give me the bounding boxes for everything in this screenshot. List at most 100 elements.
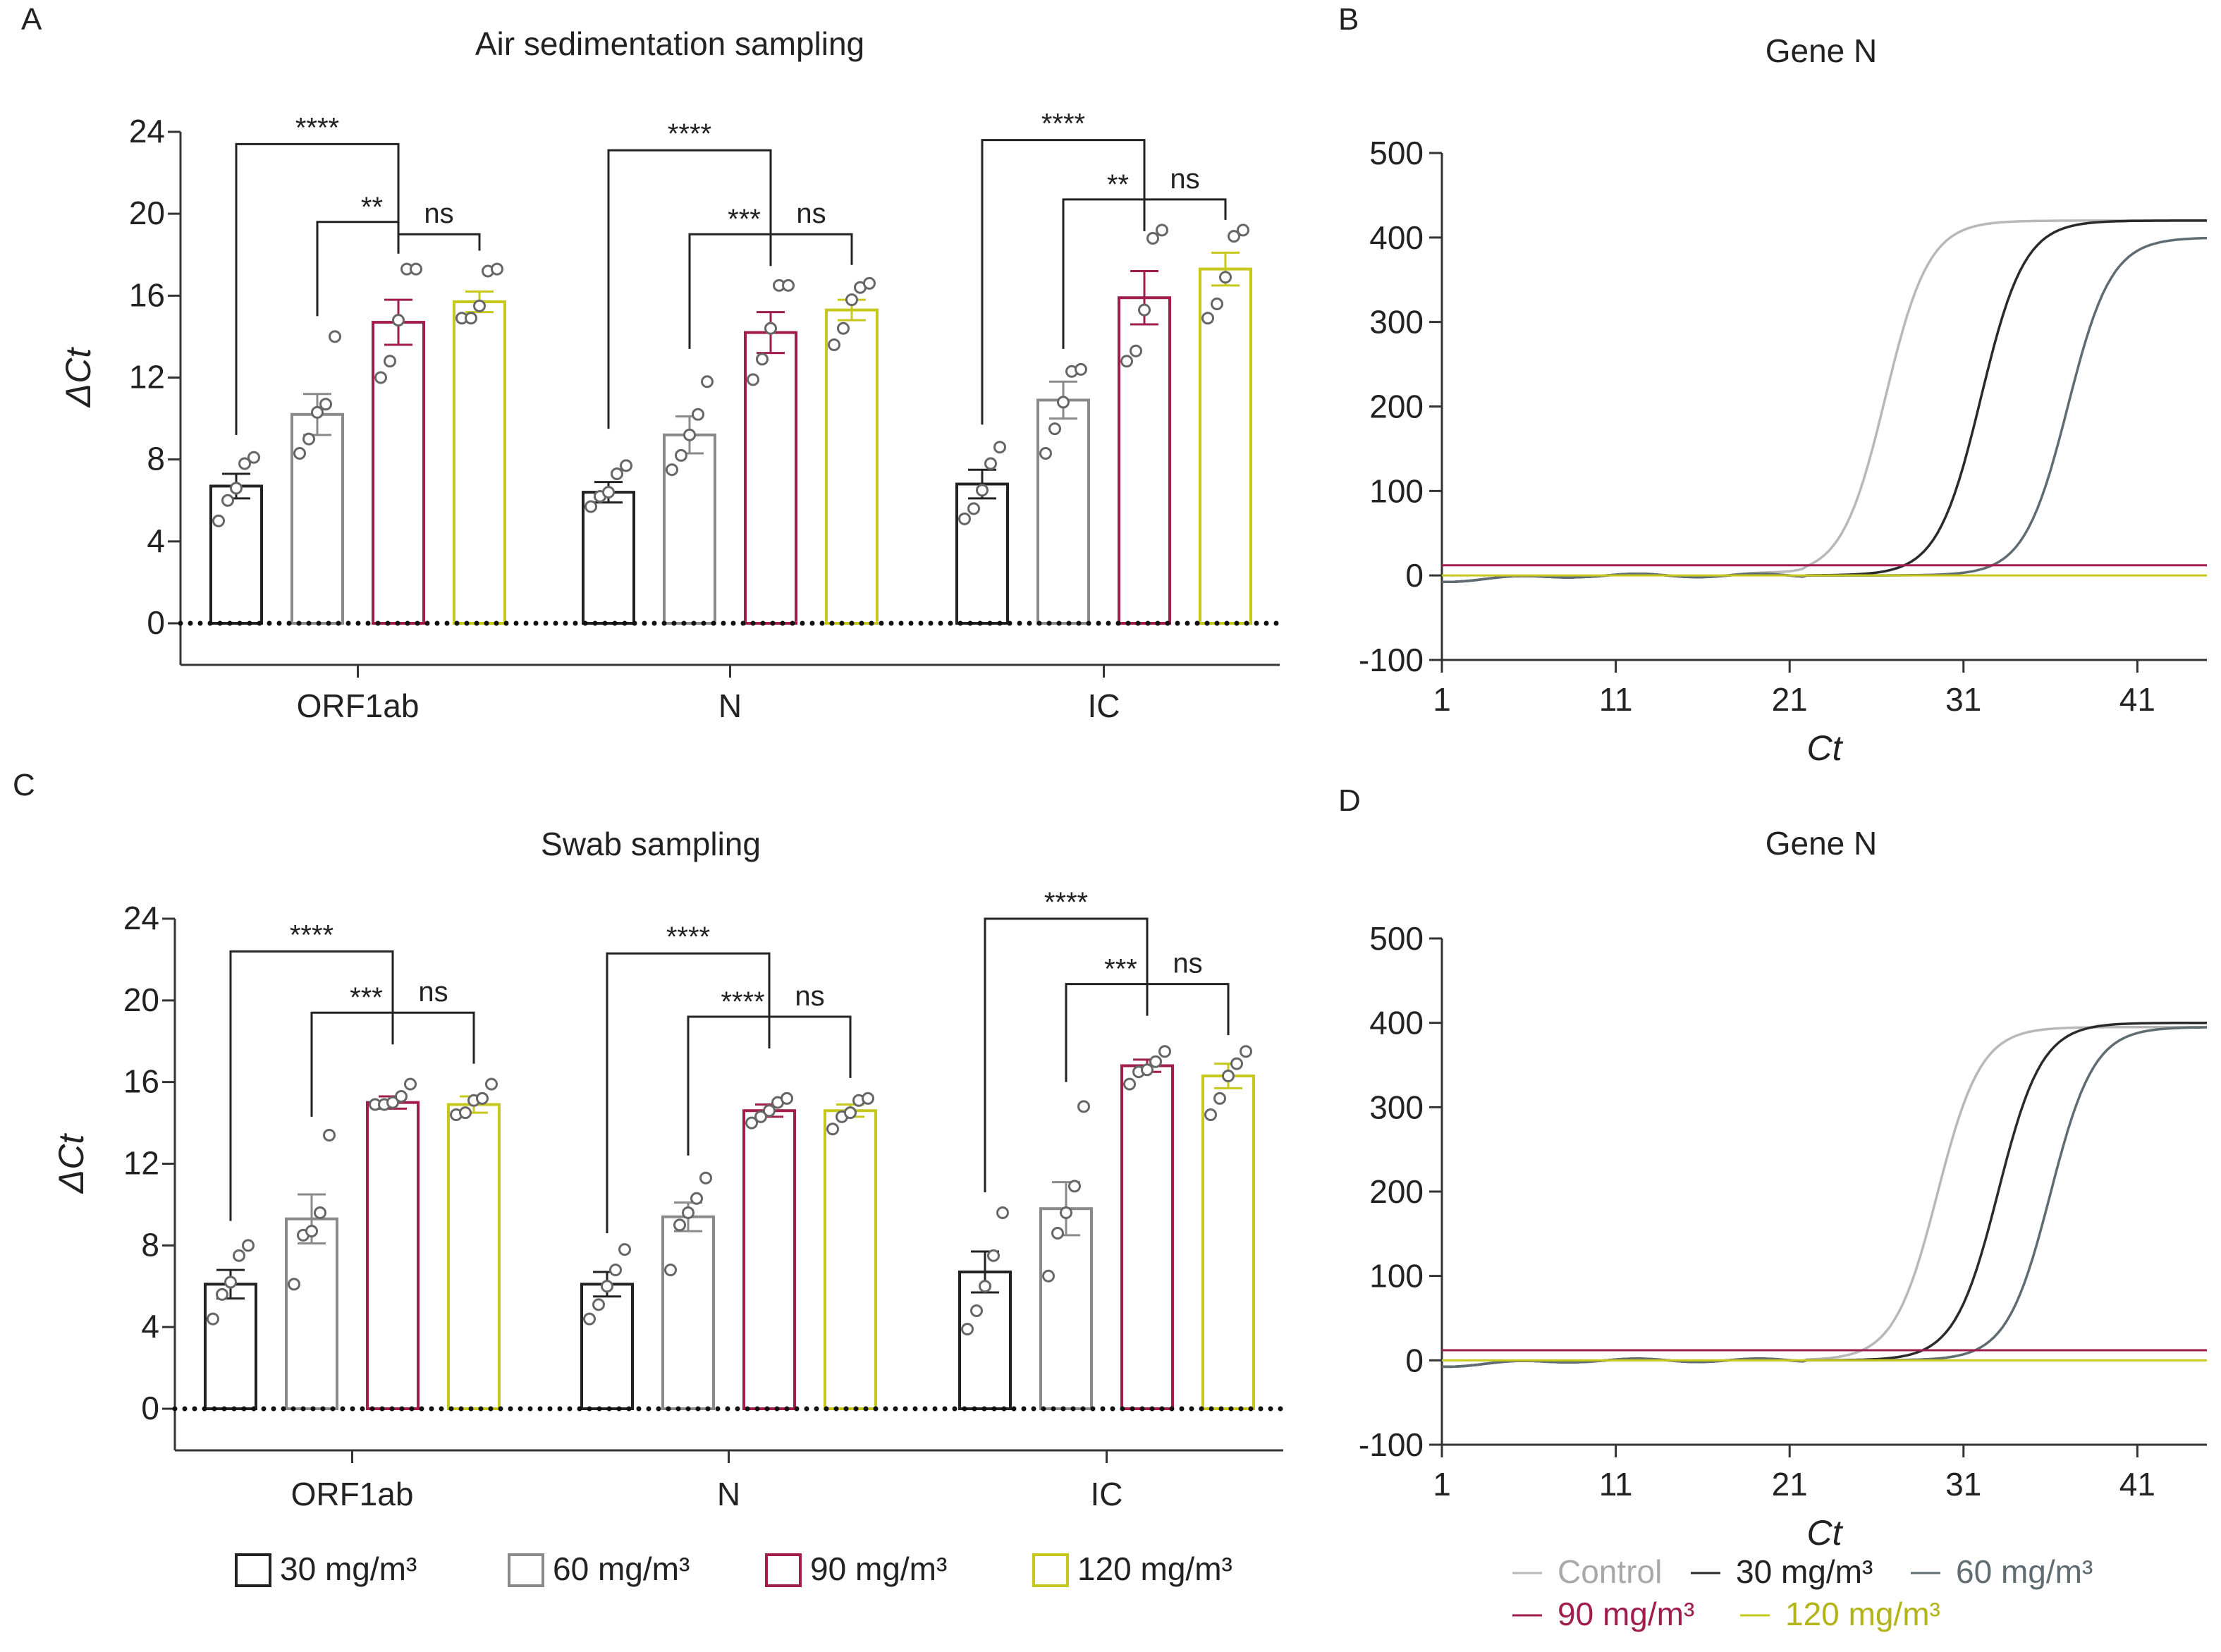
panel-letter: D — [1338, 783, 1361, 818]
data-point — [476, 1091, 489, 1105]
data-point — [987, 1249, 1000, 1262]
bar — [1039, 1207, 1093, 1411]
legend-swatch — [508, 1553, 544, 1587]
data-point — [664, 1264, 677, 1277]
bar — [290, 412, 344, 625]
bar — [447, 1103, 501, 1411]
data-point — [1228, 230, 1240, 243]
data-point — [1057, 396, 1070, 409]
data-point — [207, 1312, 219, 1326]
data-point — [592, 1298, 605, 1311]
sig-label: ns — [424, 198, 453, 229]
data-point — [1042, 1269, 1055, 1283]
legend-label: 30 mg/m³ — [1736, 1553, 1873, 1590]
sig-label: **** — [295, 112, 339, 143]
data-point — [410, 262, 422, 276]
data-point — [585, 500, 597, 513]
bar — [1120, 1064, 1174, 1410]
data-point — [620, 459, 632, 472]
amplification-curve — [1442, 1026, 2208, 1369]
x-tick-label: 11 — [1599, 681, 1633, 718]
sig-label: *** — [350, 982, 383, 1013]
sig-label: ns — [796, 198, 826, 229]
panel-letter: A — [21, 2, 42, 37]
panel-a: A Air sedimentation sampling 0 4 8 12 16 20 24 ΔC… — [21, 2, 1283, 724]
data-point — [1158, 1045, 1171, 1058]
data-point — [293, 446, 306, 460]
y-axis-label: ΔCt — [51, 1133, 91, 1194]
sig-label: **** — [666, 922, 710, 953]
sig-label: ns — [1173, 948, 1202, 979]
data-point — [485, 1077, 498, 1091]
data-point — [690, 1192, 703, 1205]
data-point — [958, 512, 971, 525]
sig-bracket — [769, 1015, 852, 1078]
data-point — [1156, 224, 1168, 237]
x-tick-label: 41 — [2119, 681, 2155, 718]
sig-bracket — [316, 221, 398, 317]
legend-label: 60 mg/m³ — [1956, 1553, 2093, 1590]
bar — [742, 1109, 796, 1411]
sig-label: *** — [1104, 954, 1137, 985]
y-tick-label: 20 — [123, 981, 159, 1018]
data-point — [221, 494, 234, 507]
data-point — [1048, 422, 1061, 436]
bar-legend: 30 mg/m³ 60 mg/m³ 90 mg/m³ 120 mg/m³ — [235, 1550, 1232, 1587]
y-tick-label: 200 — [1369, 388, 1424, 425]
sig-bracket — [607, 149, 772, 429]
panel-letter: C — [13, 768, 35, 802]
data-point — [1060, 1206, 1072, 1219]
data-point — [404, 1077, 417, 1091]
y-tick-label: 0 — [147, 604, 165, 641]
data-point — [1146, 232, 1159, 245]
data-point — [1130, 344, 1142, 357]
sig-bracket — [1147, 983, 1230, 1036]
y-tick-label: 400 — [1369, 1005, 1424, 1041]
data-point — [1039, 446, 1052, 460]
panel-title: Gene N — [1766, 825, 1878, 862]
data-point — [1075, 362, 1087, 376]
x-tick-label: 1 — [1433, 681, 1451, 718]
data-point — [1204, 1108, 1217, 1121]
y-tick-label: 20 — [129, 195, 165, 231]
y-tick-label: 24 — [123, 900, 159, 936]
category-label: N — [717, 1476, 740, 1512]
y-tick-label: 300 — [1369, 1089, 1424, 1125]
data-point — [1211, 297, 1223, 310]
data-point — [384, 355, 396, 368]
data-point — [996, 1206, 1009, 1219]
bar — [1036, 398, 1090, 625]
y-tick-label: 300 — [1369, 304, 1424, 341]
y-tick-label: -100 — [1359, 1426, 1424, 1463]
y-tick-label: 4 — [141, 1308, 159, 1345]
data-point — [862, 1091, 874, 1105]
x-tick-label: 41 — [2119, 1466, 2155, 1503]
data-point — [745, 1116, 758, 1130]
panel-title: Swab sampling — [541, 826, 761, 862]
y-axis-label: ΔCt — [59, 347, 98, 408]
data-point — [230, 482, 243, 495]
data-point — [618, 1243, 631, 1256]
panel-title: Air sedimentation sampling — [475, 25, 864, 62]
legend-swatch — [1032, 1553, 1069, 1587]
data-point — [837, 322, 850, 335]
data-point — [826, 1122, 839, 1136]
y-tick-label: 500 — [1369, 920, 1424, 957]
sig-label: ns — [795, 981, 824, 1012]
data-point — [601, 1280, 613, 1293]
x-tick-label: 21 — [1772, 681, 1808, 718]
sig-label: **** — [290, 919, 334, 950]
data-point — [699, 1171, 712, 1185]
data-point — [1240, 1045, 1252, 1058]
data-point — [845, 293, 858, 307]
sig-label: **** — [1044, 887, 1088, 918]
y-tick-label: 8 — [147, 441, 165, 477]
data-point — [212, 514, 225, 527]
data-point — [392, 314, 405, 327]
y-tick-label: 12 — [129, 359, 165, 396]
data-point — [491, 262, 503, 276]
y-tick-label: 8 — [141, 1226, 159, 1263]
sig-bracket — [235, 142, 400, 435]
